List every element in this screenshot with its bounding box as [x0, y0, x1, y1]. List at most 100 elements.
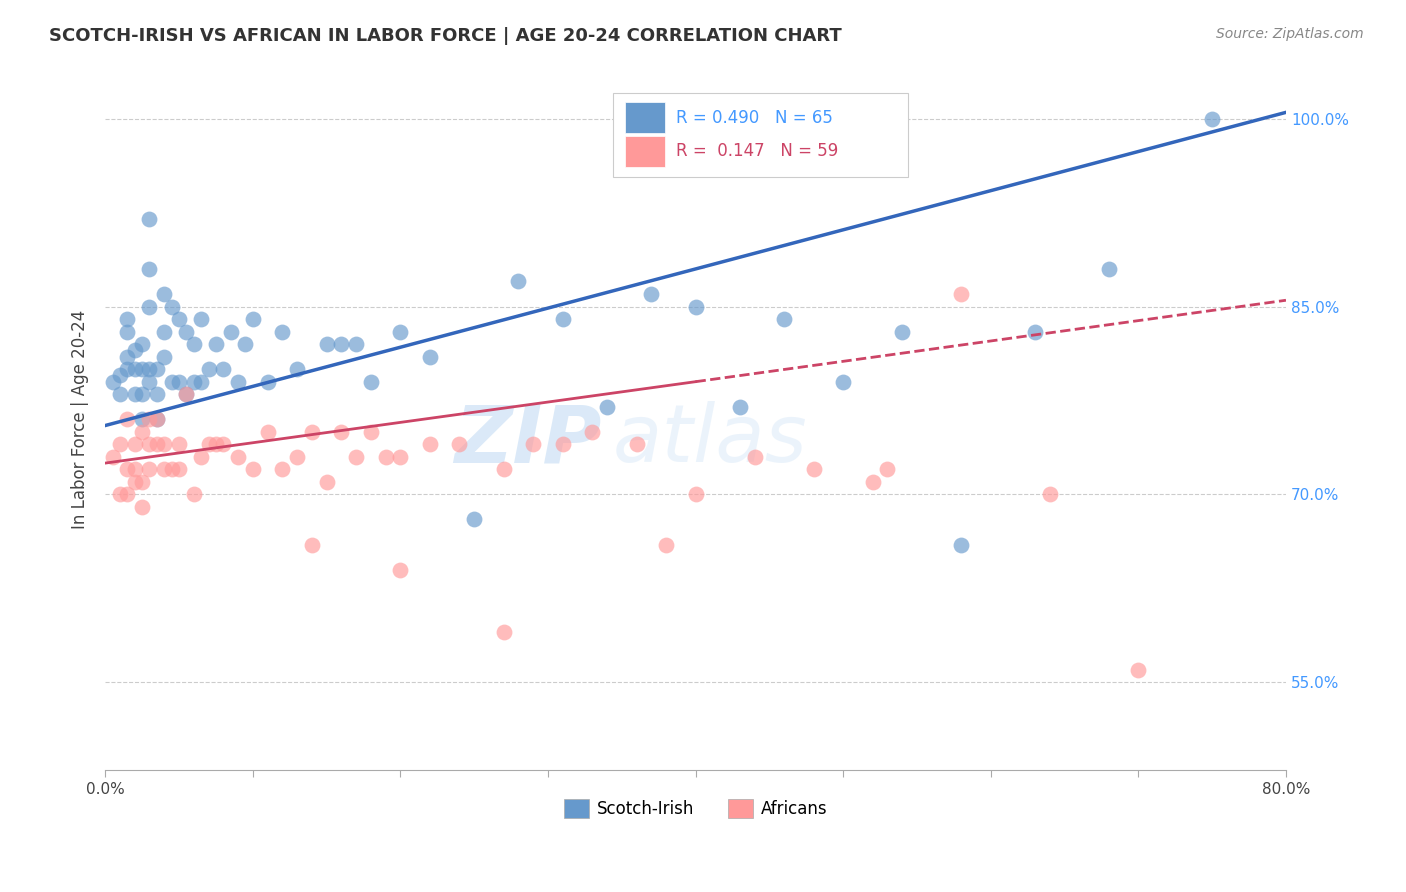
Point [626, 437, 648, 451]
Point [190, 312, 212, 326]
Point [655, 537, 678, 551]
Point [950, 537, 973, 551]
Point [226, 375, 249, 389]
Point [551, 312, 574, 326]
Point [124, 437, 146, 451]
Point [190, 375, 212, 389]
Point [581, 425, 603, 439]
Point [146, 362, 169, 376]
Point [167, 312, 190, 326]
Point [138, 362, 160, 376]
Point [330, 425, 353, 439]
Point [108, 368, 131, 383]
Point [205, 437, 228, 451]
Point [862, 475, 884, 489]
Point [315, 475, 337, 489]
Point [1039, 487, 1062, 501]
Point [492, 625, 515, 640]
Point [1201, 112, 1223, 126]
Point [596, 400, 619, 414]
Point [146, 387, 169, 401]
Point [344, 337, 367, 351]
Text: ZIP: ZIP [454, 401, 602, 479]
Point [235, 337, 257, 351]
Point [522, 437, 544, 451]
Point [1128, 663, 1150, 677]
FancyBboxPatch shape [624, 136, 665, 167]
Point [146, 412, 169, 426]
FancyBboxPatch shape [613, 93, 908, 178]
Point [315, 337, 337, 351]
Point [344, 450, 367, 464]
Point [131, 412, 153, 426]
Point [226, 450, 249, 464]
Point [160, 462, 183, 476]
Point [551, 437, 574, 451]
Point [285, 450, 308, 464]
Point [685, 487, 707, 501]
Point [108, 437, 131, 451]
Point [131, 337, 153, 351]
Point [271, 325, 294, 339]
Point [640, 287, 662, 301]
Point [389, 563, 412, 577]
Point [138, 412, 160, 426]
Point [167, 437, 190, 451]
Point [205, 337, 228, 351]
Point [153, 350, 176, 364]
Point [117, 312, 139, 326]
Point [301, 425, 323, 439]
Text: Source: ZipAtlas.com: Source: ZipAtlas.com [1216, 27, 1364, 41]
Point [124, 362, 146, 376]
Point [242, 312, 264, 326]
Point [950, 287, 973, 301]
Point [360, 375, 382, 389]
Point [183, 487, 205, 501]
Point [153, 462, 176, 476]
Point [190, 450, 212, 464]
Point [212, 362, 235, 376]
Point [108, 387, 131, 401]
Point [492, 462, 515, 476]
FancyBboxPatch shape [624, 103, 665, 133]
Point [330, 337, 353, 351]
Text: SCOTCH-IRISH VS AFRICAN IN LABOR FORCE | AGE 20-24 CORRELATION CHART: SCOTCH-IRISH VS AFRICAN IN LABOR FORCE |… [49, 27, 842, 45]
Point [271, 462, 294, 476]
Point [176, 387, 198, 401]
Y-axis label: In Labor Force | Age 20-24: In Labor Force | Age 20-24 [72, 310, 89, 529]
Point [117, 412, 139, 426]
Point [124, 387, 146, 401]
Text: R = 0.490   N = 65: R = 0.490 N = 65 [675, 109, 832, 127]
Point [101, 450, 124, 464]
Point [176, 387, 198, 401]
Point [389, 325, 412, 339]
Point [138, 211, 160, 226]
Point [285, 362, 308, 376]
Point [256, 425, 278, 439]
Point [131, 362, 153, 376]
Point [256, 375, 278, 389]
Point [138, 262, 160, 277]
Point [138, 300, 160, 314]
Point [176, 325, 198, 339]
Point [197, 362, 219, 376]
Point [108, 487, 131, 501]
Point [117, 350, 139, 364]
Point [124, 475, 146, 489]
Point [117, 487, 139, 501]
Point [138, 462, 160, 476]
Point [160, 300, 183, 314]
Point [876, 462, 898, 476]
Point [131, 425, 153, 439]
Point [146, 437, 169, 451]
Point [131, 475, 153, 489]
Text: R =  0.147   N = 59: R = 0.147 N = 59 [675, 143, 838, 161]
Point [117, 362, 139, 376]
Point [117, 325, 139, 339]
Point [124, 343, 146, 358]
Point [1024, 325, 1046, 339]
Point [1098, 262, 1121, 277]
Point [389, 450, 412, 464]
Point [508, 275, 530, 289]
Point [832, 375, 855, 389]
